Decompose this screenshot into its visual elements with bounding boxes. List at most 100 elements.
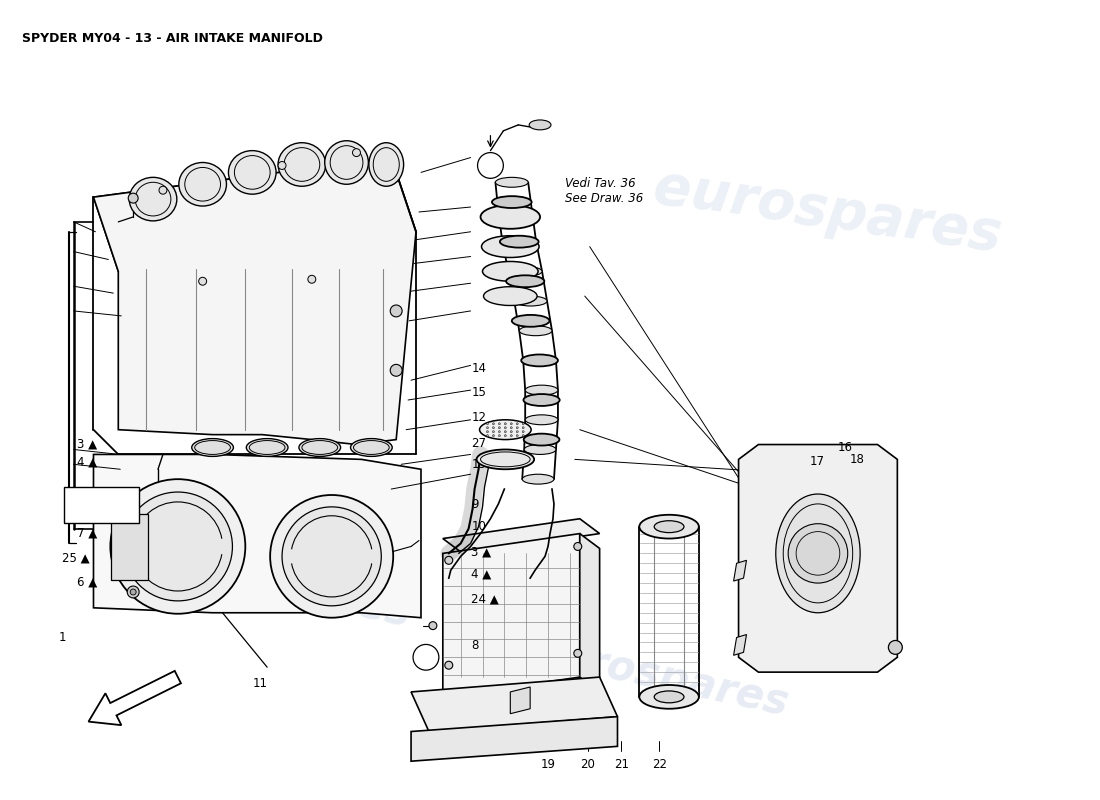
Circle shape [789,524,848,583]
Ellipse shape [498,207,532,217]
Polygon shape [580,534,600,692]
Ellipse shape [179,162,227,206]
Text: 18: 18 [849,453,865,466]
Ellipse shape [654,521,684,533]
Ellipse shape [246,438,288,457]
Ellipse shape [499,236,539,248]
Circle shape [522,434,525,437]
Text: 10: 10 [472,520,486,533]
Text: 14: 14 [472,362,486,375]
Circle shape [498,434,500,437]
Ellipse shape [524,394,560,406]
Text: 6 ▲: 6 ▲ [77,575,97,589]
Polygon shape [411,677,617,731]
Circle shape [129,193,139,203]
Ellipse shape [278,142,326,186]
FancyBboxPatch shape [64,487,139,522]
Circle shape [504,430,506,433]
Circle shape [390,364,403,376]
Text: eurospares: eurospares [526,629,792,725]
Ellipse shape [368,142,404,186]
Circle shape [889,641,902,654]
Polygon shape [734,634,747,655]
Ellipse shape [299,438,341,457]
Text: eurospares: eurospares [148,540,415,636]
Ellipse shape [522,474,554,484]
Text: ▲= 1: ▲= 1 [87,498,117,511]
Text: 16: 16 [838,441,853,454]
Circle shape [110,479,245,614]
Text: A: A [422,653,429,662]
Ellipse shape [191,438,233,457]
Ellipse shape [229,150,276,194]
Ellipse shape [521,354,558,366]
Ellipse shape [525,445,556,454]
Circle shape [199,278,207,286]
Ellipse shape [495,178,528,187]
Ellipse shape [512,315,550,326]
Circle shape [128,586,139,598]
Ellipse shape [480,420,531,439]
Circle shape [504,434,506,437]
Circle shape [486,422,488,425]
Ellipse shape [529,120,551,130]
Text: 11: 11 [253,677,267,690]
Ellipse shape [639,685,698,709]
Circle shape [123,492,232,601]
Ellipse shape [524,355,556,366]
Polygon shape [443,518,600,554]
Polygon shape [411,717,617,761]
Circle shape [412,645,439,670]
Ellipse shape [639,514,698,538]
Circle shape [130,589,136,595]
Ellipse shape [506,275,544,287]
Text: 19: 19 [540,758,556,771]
Circle shape [493,430,494,433]
Polygon shape [443,534,580,697]
Circle shape [493,422,494,425]
Circle shape [160,186,167,194]
Circle shape [429,622,437,630]
Polygon shape [510,687,530,714]
Circle shape [574,650,582,658]
Ellipse shape [483,262,538,282]
Circle shape [510,422,513,425]
Text: 26: 26 [789,466,803,479]
Polygon shape [94,158,416,445]
Text: 3 ▲: 3 ▲ [77,437,97,450]
Circle shape [522,426,525,429]
Text: 27: 27 [472,437,486,450]
Text: 11: 11 [789,518,803,531]
Text: 24 ▲: 24 ▲ [472,593,499,606]
Text: 4 ▲: 4 ▲ [472,568,492,581]
Ellipse shape [324,141,369,184]
Text: 23: 23 [789,493,803,506]
Polygon shape [734,560,747,581]
Circle shape [504,422,506,425]
Ellipse shape [525,415,558,425]
Text: 5: 5 [789,544,795,557]
Polygon shape [94,454,421,618]
Ellipse shape [524,434,560,446]
Circle shape [278,162,286,170]
Ellipse shape [503,237,536,246]
Circle shape [271,495,393,618]
Text: 3 ▲: 3 ▲ [472,546,492,558]
Ellipse shape [519,326,552,336]
Circle shape [486,434,488,437]
Text: 17: 17 [810,455,825,468]
Circle shape [510,426,513,429]
Circle shape [516,434,518,437]
Ellipse shape [129,178,177,221]
Text: eurospares: eurospares [650,161,1005,263]
Ellipse shape [476,450,535,470]
Text: Vedi Tav. 36
See Draw. 36: Vedi Tav. 36 See Draw. 36 [565,178,643,206]
Circle shape [510,434,513,437]
Text: 8: 8 [472,639,478,652]
Text: 7 ▲: 7 ▲ [77,526,97,539]
Circle shape [498,422,500,425]
Polygon shape [738,445,898,672]
Ellipse shape [515,296,547,306]
Text: 20: 20 [581,758,595,771]
Circle shape [493,426,494,429]
